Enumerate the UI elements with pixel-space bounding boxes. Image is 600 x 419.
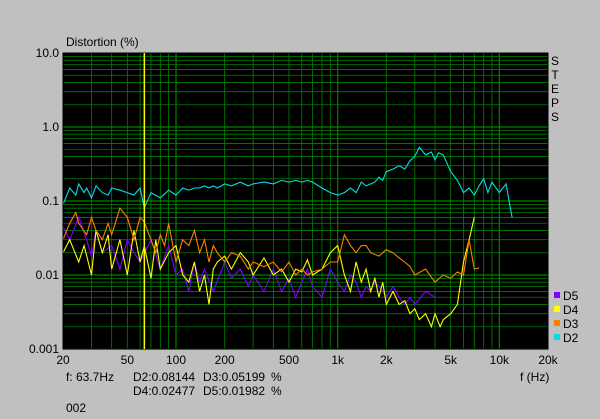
- side-label-letter: E: [551, 82, 559, 96]
- legend-label-d3[interactable]: D3: [563, 317, 579, 331]
- y-tick-label: 0.001: [29, 342, 59, 356]
- series-line-d5: [62, 215, 436, 306]
- d2-readout: D2:0.08144: [133, 370, 196, 384]
- x-tick-label: 20k: [538, 353, 558, 367]
- x-tick-labels: 20 50 100 200 500 1k 2k 5k 10k 20k: [56, 353, 558, 367]
- x-tick-label: 2k: [380, 353, 394, 367]
- series-line-d3: [62, 207, 480, 284]
- d4-readout: D4:0.02477: [133, 384, 196, 398]
- side-label-letter: S: [551, 110, 559, 124]
- unit-readout: %: [271, 370, 282, 384]
- x-tick-label: 1k: [331, 353, 345, 367]
- series-line-d4: [62, 217, 475, 329]
- side-label-letter: S: [551, 54, 559, 68]
- plot-frame: [62, 52, 549, 350]
- x-axis-label: f (Hz): [520, 370, 549, 384]
- legend-swatch-d5: [554, 292, 560, 298]
- legend-label-d2[interactable]: D2: [563, 331, 579, 345]
- y-tick-label: 10.0: [36, 46, 60, 60]
- x-tick-label: 200: [215, 353, 235, 367]
- series-line-d2: [62, 146, 513, 218]
- x-tick-label: 500: [279, 353, 299, 367]
- x-tick-label: 100: [166, 353, 186, 367]
- d5-readout: D5:0.01982: [203, 384, 266, 398]
- side-label-letter: T: [551, 68, 559, 82]
- y-tick-label: 1.0: [42, 120, 59, 134]
- x-tick-label: 20: [56, 353, 70, 367]
- x-tick-label: 10k: [490, 353, 510, 367]
- legend-swatch-d3: [554, 320, 560, 326]
- series-lines: [62, 146, 513, 329]
- side-label-letter: P: [551, 96, 559, 110]
- y-tick-labels: 10.0 1.0 0.1 0.01 0.001: [29, 46, 59, 356]
- session-id-label: 002: [66, 401, 87, 415]
- x-tick-label: 5k: [444, 353, 458, 367]
- legend-label-d5[interactable]: D5: [563, 289, 579, 303]
- cursor-frequency-readout: f: 63.7Hz: [66, 370, 115, 384]
- unit-readout-2: %: [271, 384, 282, 398]
- x-tick-label: 50: [121, 353, 135, 367]
- y-tick-label: 0.01: [36, 268, 60, 282]
- chart-title: Distortion (%): [66, 35, 139, 49]
- legend-swatch-d2: [554, 334, 560, 340]
- d3-readout: D3:0.05199: [203, 370, 266, 384]
- legend-swatch-d4: [554, 306, 560, 312]
- legend-label-d4[interactable]: D4: [563, 303, 579, 317]
- y-tick-label: 0.1: [42, 194, 59, 208]
